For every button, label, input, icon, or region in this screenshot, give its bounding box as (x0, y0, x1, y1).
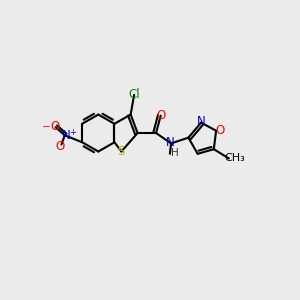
Text: Cl: Cl (128, 88, 140, 101)
Text: O: O (55, 140, 64, 153)
Text: N: N (166, 136, 174, 149)
Text: S: S (118, 145, 125, 158)
Text: N: N (62, 129, 71, 142)
Text: CH₃: CH₃ (224, 153, 245, 164)
Text: H: H (171, 148, 179, 158)
Text: O: O (50, 120, 59, 133)
Text: O: O (156, 109, 165, 122)
Text: N: N (197, 115, 206, 128)
Text: O: O (215, 124, 224, 137)
Text: +: + (69, 128, 76, 137)
Text: −: − (42, 122, 51, 132)
